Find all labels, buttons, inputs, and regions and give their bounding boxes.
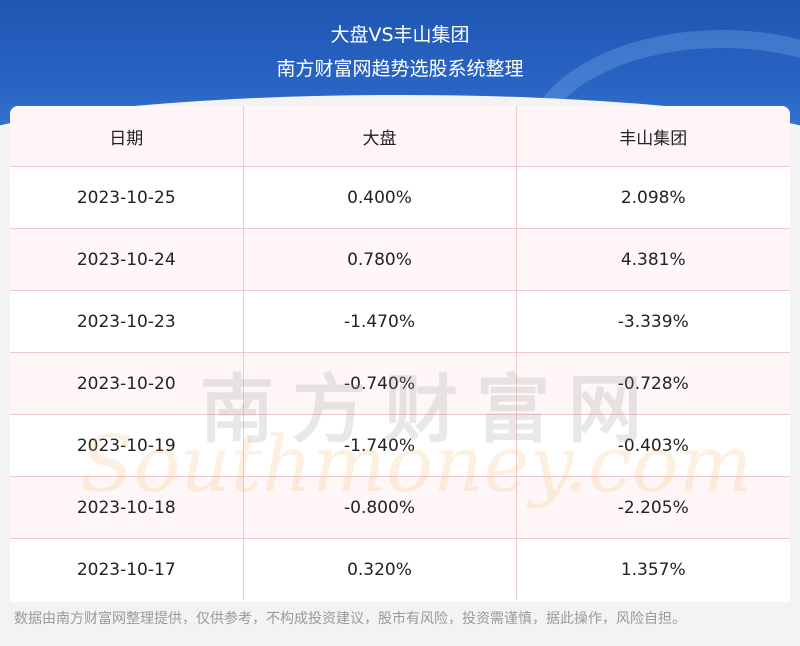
cell-stock: 1.357% — [516, 538, 790, 600]
cell-stock: 2.098% — [516, 166, 790, 229]
cell-stock: 4.381% — [516, 228, 790, 291]
table-row: 2023-10-23 -1.470% -3.339% — [10, 290, 790, 353]
cell-date: 2023-10-24 — [10, 228, 244, 291]
cell-market: 0.320% — [243, 538, 517, 600]
table-row: 2023-10-20 -0.740% -0.728% — [10, 352, 790, 415]
cell-market: -1.470% — [243, 290, 517, 353]
cell-market: -1.740% — [243, 414, 517, 477]
footer-disclaimer: 数据由南方财富网整理提供，仅供参考，不构成投资建议，股市有风险，投资需谨慎，据此… — [14, 611, 686, 627]
table-row: 2023-10-19 -1.740% -0.403% — [10, 414, 790, 477]
page-subtitle: 南方财富网趋势选股系统整理 — [276, 58, 524, 80]
comparison-table-container: 日期 大盘 丰山集团 2023-10-25 0.400% 2.098% 2023… — [10, 106, 790, 602]
cell-market: -0.740% — [243, 352, 517, 415]
table-row: 2023-10-25 0.400% 2.098% — [10, 166, 790, 229]
cell-date: 2023-10-18 — [10, 476, 244, 539]
column-header-market: 大盘 — [243, 106, 517, 167]
table-row: 2023-10-17 0.320% 1.357% — [10, 538, 790, 600]
cell-stock: -0.728% — [516, 352, 790, 415]
page-title: 大盘VS丰山集团 — [330, 24, 470, 46]
cell-date: 2023-10-19 — [10, 414, 244, 477]
column-header-date: 日期 — [10, 106, 244, 167]
title-block: 大盘VS丰山集团 南方财富网趋势选股系统整理 — [0, 18, 800, 86]
cell-date: 2023-10-23 — [10, 290, 244, 353]
table-row: 2023-10-18 -0.800% -2.205% — [10, 476, 790, 539]
cell-stock: -3.339% — [516, 290, 790, 353]
cell-market: 0.780% — [243, 228, 517, 291]
cell-date: 2023-10-17 — [10, 538, 244, 600]
table-header-row: 日期 大盘 丰山集团 — [10, 106, 790, 167]
cell-market: 0.400% — [243, 166, 517, 229]
table-row: 2023-10-24 0.780% 4.381% — [10, 228, 790, 291]
cell-stock: -2.205% — [516, 476, 790, 539]
cell-stock: -0.403% — [516, 414, 790, 477]
comparison-table: 日期 大盘 丰山集团 2023-10-25 0.400% 2.098% 2023… — [10, 106, 790, 600]
cell-date: 2023-10-20 — [10, 352, 244, 415]
cell-market: -0.800% — [243, 476, 517, 539]
column-header-stock: 丰山集团 — [516, 106, 790, 167]
cell-date: 2023-10-25 — [10, 166, 244, 229]
